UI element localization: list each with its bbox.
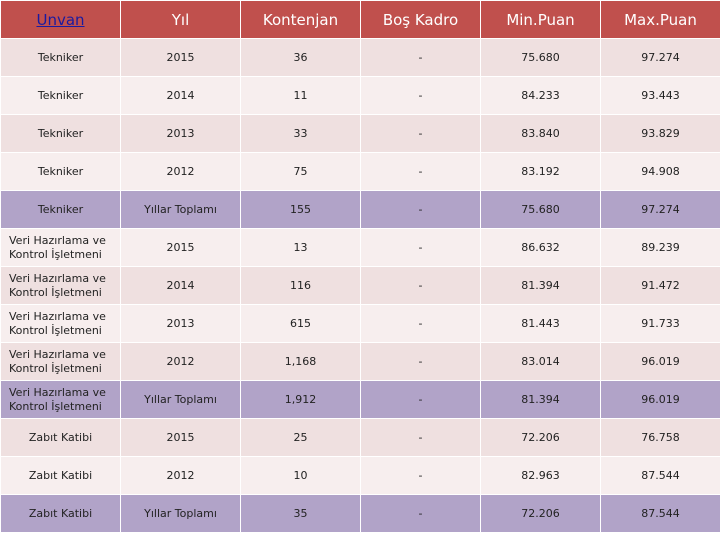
cell-max-puan: 89.239 — [600, 228, 720, 267]
cell-kontenjan: 11 — [240, 76, 361, 115]
table-row: Veri Hazırlama ve Kontrol İşletmeni 2013 6… — [0, 304, 720, 343]
cell-min-puan: 83.192 — [480, 152, 601, 191]
cell-unvan: Veri Hazırlama ve Kontrol İşletmeni — [0, 228, 121, 267]
header-row: Unvan Yıl Kontenjan Boş Kadro Min.Puan M… — [0, 0, 720, 39]
cell-bos-kadro: - — [360, 76, 481, 115]
cell-yil: 2013 — [120, 114, 241, 153]
table-row: Tekniker 2013 33-83.840 93.829 — [0, 114, 720, 153]
cell-yil: 2014 — [120, 76, 241, 115]
cell-bos-kadro: - — [360, 266, 481, 305]
cell-yil: 2012 — [120, 152, 241, 191]
cell-yil: 2012 — [120, 342, 241, 381]
cell-unvan: Tekniker — [0, 114, 121, 153]
cell-max-puan: 93.829 — [600, 114, 720, 153]
cell-min-puan: 72.206 — [480, 494, 601, 533]
cell-kontenjan: 13 — [240, 228, 361, 267]
table-row: Zabıt Katibi 2012 10-82.963 87.544 — [0, 456, 720, 495]
cell-min-puan: 75.680 — [480, 38, 601, 77]
table-row: Tekniker 2014 11-84.233 93.443 — [0, 76, 720, 115]
table-total-row: Veri Hazırlama ve Kontrol İşletmeni Yılla… — [0, 380, 720, 419]
cell-unvan: Veri Hazırlama ve Kontrol İşletmeni — [0, 380, 121, 419]
table-total-row: Tekniker Yıllar Toplamı 155-75.680 97.274 — [0, 190, 720, 229]
header-kontenjan: Kontenjan — [240, 0, 361, 39]
cell-max-puan: 91.472 — [600, 266, 720, 305]
cell-min-puan: 84.233 — [480, 76, 601, 115]
cell-yil: 2015 — [120, 228, 241, 267]
cell-unvan: Tekniker — [0, 76, 121, 115]
cell-yil: 2013 — [120, 304, 241, 343]
cell-bos-kadro: - — [360, 494, 481, 533]
cell-unvan: Tekniker — [0, 152, 121, 191]
cell-max-puan: 93.443 — [600, 76, 720, 115]
table-row: Zabıt Katibi 2015 25-72.206 76.758 — [0, 418, 720, 457]
cell-yil: 2015 — [120, 38, 241, 77]
cell-max-puan: 96.019 — [600, 380, 720, 419]
table-total-row: Zabıt Katibi Yıllar Toplamı 35-72.206 87.54… — [0, 494, 720, 533]
table-row: Veri Hazırlama ve Kontrol İşletmeni 2015 1… — [0, 228, 720, 267]
cell-kontenjan: 615 — [240, 304, 361, 343]
cell-kontenjan: 155 — [240, 190, 361, 229]
header-max-puan: Max.Puan — [600, 0, 720, 39]
cell-max-puan: 97.274 — [600, 38, 720, 77]
cell-bos-kadro: - — [360, 114, 481, 153]
cell-min-puan: 81.394 — [480, 266, 601, 305]
cell-kontenjan: 1,912 — [240, 380, 361, 419]
table-row: Tekniker 2012 75-83.192 94.908 — [0, 152, 720, 191]
cell-kontenjan: 116 — [240, 266, 361, 305]
cell-max-puan: 87.544 — [600, 456, 720, 495]
cell-unvan: Zabıt Katibi — [0, 418, 121, 457]
cell-unvan: Veri Hazırlama ve Kontrol İşletmeni — [0, 304, 121, 343]
cell-bos-kadro: - — [360, 418, 481, 457]
table-row: Veri Hazırlama ve Kontrol İşletmeni 2014 1… — [0, 266, 720, 305]
cell-kontenjan: 25 — [240, 418, 361, 457]
cell-bos-kadro: - — [360, 342, 481, 381]
cell-yil: 2014 — [120, 266, 241, 305]
cell-max-puan: 87.544 — [600, 494, 720, 533]
cell-bos-kadro: - — [360, 152, 481, 191]
cell-max-puan: 97.274 — [600, 190, 720, 229]
cell-bos-kadro: - — [360, 38, 481, 77]
cell-bos-kadro: - — [360, 228, 481, 267]
cell-yil: 2012 — [120, 456, 241, 495]
cell-kontenjan: 1,168 — [240, 342, 361, 381]
table-row: Tekniker 2015 36-75.680 97.274 — [0, 38, 720, 77]
cell-min-puan: 86.632 — [480, 228, 601, 267]
table-row: Veri Hazırlama ve Kontrol İşletmeni 2012 1… — [0, 342, 720, 381]
header-bos-kadro: Boş Kadro — [360, 0, 481, 39]
cell-kontenjan: 75 — [240, 152, 361, 191]
cell-kontenjan: 36 — [240, 38, 361, 77]
cell-bos-kadro: - — [360, 190, 481, 229]
cell-kontenjan: 10 — [240, 456, 361, 495]
cell-bos-kadro: - — [360, 380, 481, 419]
cell-min-puan: 72.206 — [480, 418, 601, 457]
cell-unvan: Zabıt Katibi — [0, 494, 121, 533]
cell-min-puan: 82.963 — [480, 456, 601, 495]
cell-unvan: Veri Hazırlama ve Kontrol İşletmeni — [0, 266, 121, 305]
cell-kontenjan: 35 — [240, 494, 361, 533]
cell-unvan: Veri Hazırlama ve Kontrol İşletmeni — [0, 342, 121, 381]
header-unvan[interactable]: Unvan — [0, 0, 121, 39]
cell-yil: Yıllar Toplamı — [120, 190, 241, 229]
header-min-puan: Min.Puan — [480, 0, 601, 39]
header-yil: Yıl — [120, 0, 241, 39]
cell-max-puan: 96.019 — [600, 342, 720, 381]
cell-unvan: Tekniker — [0, 190, 121, 229]
cell-max-puan: 91.733 — [600, 304, 720, 343]
cell-min-puan: 81.394 — [480, 380, 601, 419]
cell-bos-kadro: - — [360, 456, 481, 495]
cell-kontenjan: 33 — [240, 114, 361, 153]
cell-min-puan: 81.443 — [480, 304, 601, 343]
cell-min-puan: 83.014 — [480, 342, 601, 381]
cell-unvan: Tekniker — [0, 38, 121, 77]
cell-unvan: Zabıt Katibi — [0, 456, 121, 495]
cell-max-puan: 76.758 — [600, 418, 720, 457]
cell-yil: Yıllar Toplamı — [120, 494, 241, 533]
cell-min-puan: 83.840 — [480, 114, 601, 153]
cell-yil: 2015 — [120, 418, 241, 457]
cell-bos-kadro: - — [360, 304, 481, 343]
cell-yil: Yıllar Toplamı — [120, 380, 241, 419]
cell-max-puan: 94.908 — [600, 152, 720, 191]
cell-min-puan: 75.680 — [480, 190, 601, 229]
